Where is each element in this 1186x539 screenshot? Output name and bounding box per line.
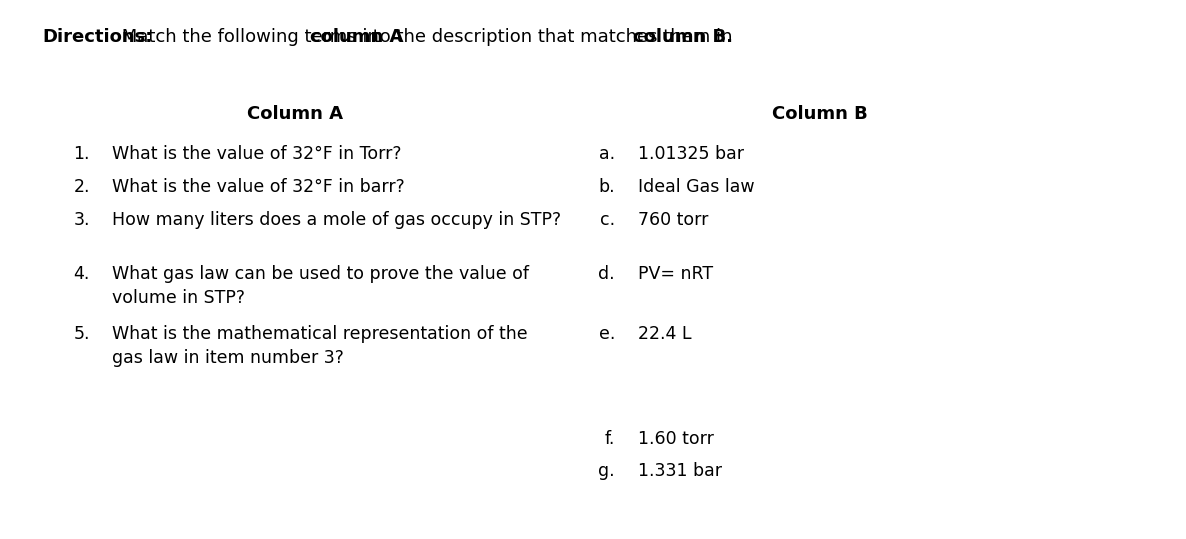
Text: 1.01325 bar: 1.01325 bar xyxy=(638,145,744,163)
Text: PV= nRT: PV= nRT xyxy=(638,265,713,283)
Text: What gas law can be used to prove the value of
volume in STP?: What gas law can be used to prove the va… xyxy=(111,265,529,307)
Text: 22.4 L: 22.4 L xyxy=(638,325,691,343)
Text: 4.: 4. xyxy=(74,265,90,283)
Text: Column A: Column A xyxy=(247,105,343,123)
Text: g.: g. xyxy=(599,462,616,480)
Text: 3.: 3. xyxy=(74,211,90,229)
Text: What is the value of 32°F in Torr?: What is the value of 32°F in Torr? xyxy=(111,145,402,163)
Text: What is the value of 32°F in barr?: What is the value of 32°F in barr? xyxy=(111,178,404,196)
Text: What is the mathematical representation of the
gas law in item number 3?: What is the mathematical representation … xyxy=(111,325,528,367)
Text: Match the following terms in: Match the following terms in xyxy=(116,28,384,46)
Text: 2.: 2. xyxy=(74,178,90,196)
Text: 1.: 1. xyxy=(74,145,90,163)
Text: 760 torr: 760 torr xyxy=(638,211,708,229)
Text: f.: f. xyxy=(605,430,616,448)
Text: Directions:: Directions: xyxy=(42,28,152,46)
Text: Column B: Column B xyxy=(772,105,868,123)
Text: to the description that matches them in: to the description that matches them in xyxy=(366,28,738,46)
Text: b.: b. xyxy=(599,178,616,196)
Text: 1.60 torr: 1.60 torr xyxy=(638,430,714,448)
Text: a.: a. xyxy=(599,145,616,163)
Text: column B.: column B. xyxy=(633,28,733,46)
Text: e.: e. xyxy=(599,325,616,343)
Text: column A: column A xyxy=(310,28,403,46)
Text: How many liters does a mole of gas occupy in STP?: How many liters does a mole of gas occup… xyxy=(111,211,561,229)
Text: c.: c. xyxy=(600,211,616,229)
Text: d.: d. xyxy=(599,265,616,283)
Text: 1.331 bar: 1.331 bar xyxy=(638,462,722,480)
Text: 5.: 5. xyxy=(74,325,90,343)
Text: Ideal Gas law: Ideal Gas law xyxy=(638,178,754,196)
